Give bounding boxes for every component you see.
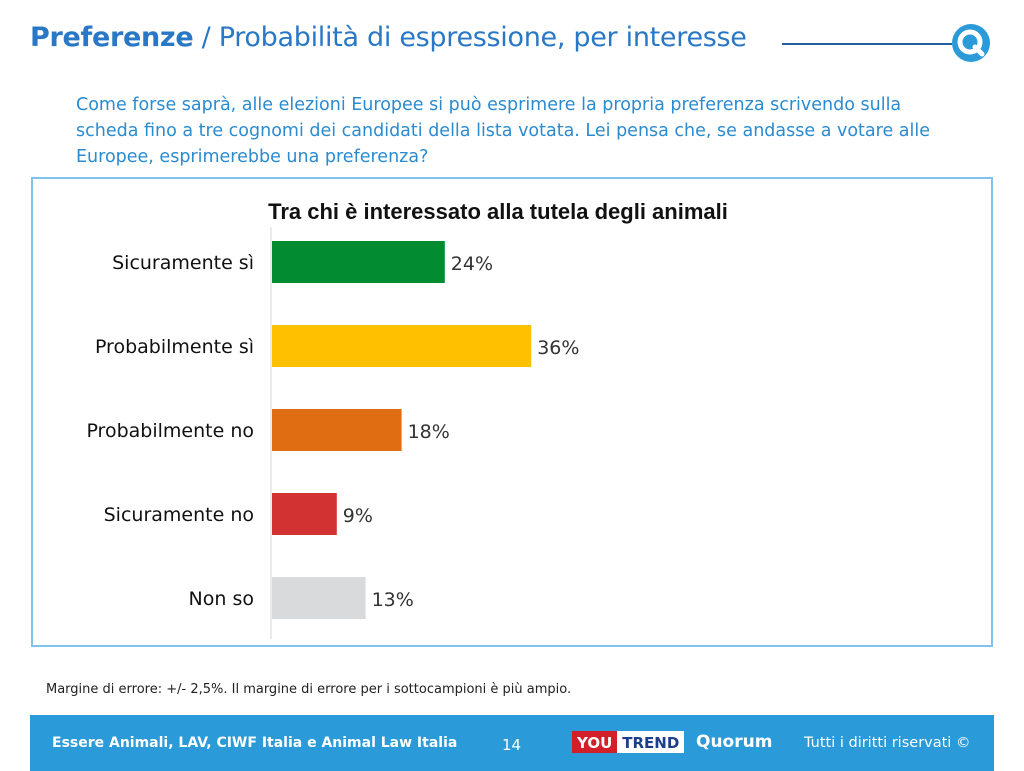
category-label-non-so: Non so bbox=[189, 588, 254, 610]
copyright-text: Tutti i diritti riservati © bbox=[804, 735, 971, 751]
bar-probabilmente-si bbox=[272, 325, 532, 367]
chart-title: Tra chi è interessato alla tutela degli … bbox=[268, 199, 728, 224]
bar-probabilmente-no bbox=[272, 409, 402, 451]
value-label-non-so: 13% bbox=[372, 589, 414, 611]
category-label-probabilmente-no: Probabilmente no bbox=[86, 420, 254, 442]
chart-container: Tra chi è interessato alla tutela degli … bbox=[31, 177, 993, 647]
youtrend-logo: YOU TREND bbox=[572, 731, 685, 753]
value-label-sicuramente-si: 24% bbox=[451, 253, 493, 275]
bar-sicuramente-si bbox=[272, 241, 445, 283]
survey-question: Come forse saprà, alle elezioni Europee … bbox=[76, 95, 930, 167]
title-rest: / Probabilità di espressione, per intere… bbox=[193, 22, 747, 53]
bar-chart: Tra chi è interessato alla tutela degli … bbox=[86, 199, 728, 639]
header: Preferenze / Probabilità di espressione,… bbox=[30, 22, 990, 62]
value-label-probabilmente-no: 18% bbox=[408, 421, 450, 443]
footer: Essere Animali, LAV, CIWF Italia e Anima… bbox=[30, 715, 994, 771]
value-label-probabilmente-si: 36% bbox=[537, 337, 579, 359]
value-label-sicuramente-no: 9% bbox=[343, 505, 373, 527]
category-label-sicuramente-si: Sicuramente sì bbox=[112, 252, 254, 274]
page-title: Preferenze / Probabilità di espressione,… bbox=[30, 22, 747, 53]
quorum-q-logo-icon bbox=[952, 24, 990, 62]
title-divider bbox=[782, 43, 952, 45]
margin-of-error-note: Margine di errore: +/- 2,5%. Il margine … bbox=[46, 682, 572, 697]
bar-non-so bbox=[272, 577, 366, 619]
youtrend-logo-trend: TREND bbox=[617, 731, 685, 753]
youtrend-logo-you: YOU bbox=[572, 731, 618, 753]
quorum-logo: Quorum bbox=[696, 732, 773, 752]
footer-credits: Essere Animali, LAV, CIWF Italia e Anima… bbox=[52, 735, 458, 751]
category-label-probabilmente-si: Probabilmente sì bbox=[95, 336, 254, 358]
bar-sicuramente-no bbox=[272, 493, 337, 535]
title-strong: Preferenze bbox=[30, 22, 194, 53]
bars-group: Sicuramente sì 24% Probabilmente sì 36% Prob… bbox=[86, 241, 579, 619]
page-number: 14 bbox=[502, 736, 522, 754]
category-label-sicuramente-no: Sicuramente no bbox=[104, 504, 254, 526]
